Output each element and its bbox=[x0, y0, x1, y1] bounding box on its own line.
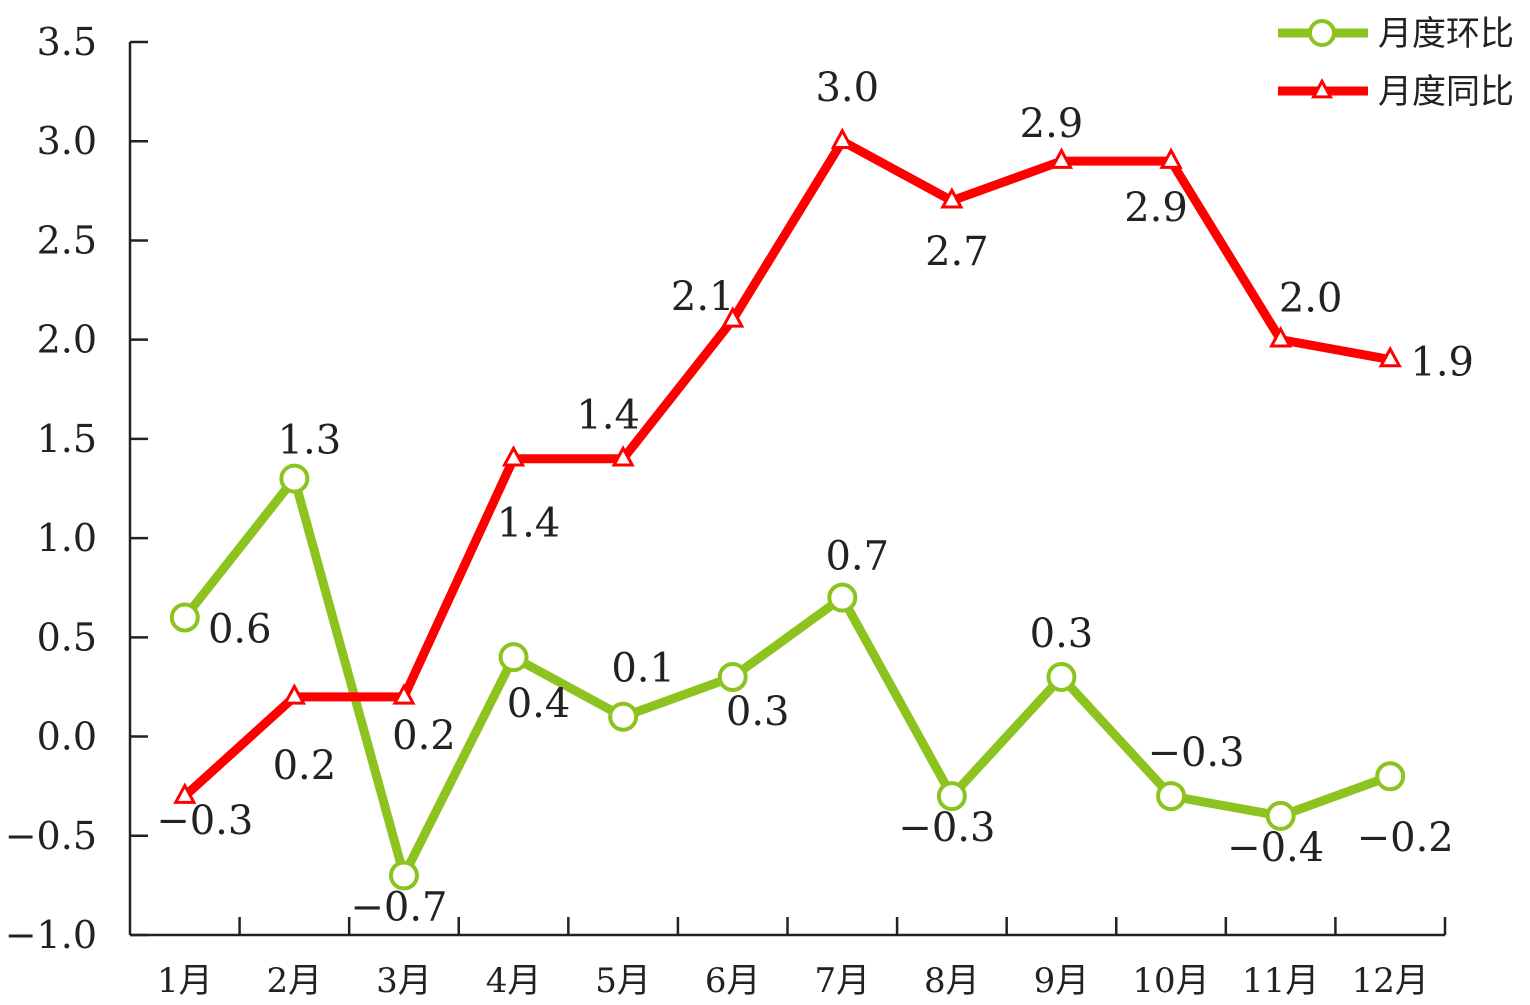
x-tick-label: 4月 bbox=[486, 961, 542, 1001]
y-tick-label: 0.0 bbox=[37, 715, 97, 759]
data-label: 2.9 bbox=[1020, 101, 1084, 147]
triangle-marker bbox=[1378, 345, 1402, 368]
triangle-marker bbox=[721, 306, 745, 328]
circle-marker bbox=[498, 642, 529, 673]
series-line-2 bbox=[181, 135, 1392, 800]
x-tick-label: 8月 bbox=[924, 961, 980, 1001]
x-tick-label: 3月 bbox=[376, 961, 432, 1001]
y-tick-label: 2.0 bbox=[37, 318, 97, 362]
triangle-marker bbox=[611, 445, 635, 467]
x-axis-ticks: 1月 2月 3月 4月 5月 6月 7月 8月 9月 10月 11月 12月 bbox=[157, 917, 1447, 1001]
data-label: 1.4 bbox=[576, 393, 640, 439]
data-label: 1.4 bbox=[497, 501, 561, 547]
data-label: 0.4 bbox=[507, 681, 571, 727]
data-label: 1.9 bbox=[1410, 340, 1474, 386]
series-lines bbox=[181, 135, 1392, 888]
x-tick-label: 6月 bbox=[705, 961, 761, 1001]
data-labels: 0.6 1.3 −0.7 0.4 0.1 0.3 0.7 −0.3 0.3 −0.3 −0.4 −0.… bbox=[156, 65, 1474, 930]
triangle-marker bbox=[173, 782, 197, 804]
series-line-1 bbox=[181, 468, 1392, 888]
data-label: 0.6 bbox=[208, 606, 272, 652]
triangle-marker bbox=[1269, 326, 1293, 348]
triangle-marker bbox=[830, 127, 854, 150]
data-label: 0.2 bbox=[392, 713, 456, 759]
data-label: 0.2 bbox=[273, 743, 337, 789]
y-tick-label: −1.0 bbox=[5, 913, 97, 957]
circle-marker bbox=[717, 662, 748, 693]
y-axis-ticks: −1.0 −0.5 0.0 0.5 1.0 1.5 2.0 2.5 3.0 3.5 bbox=[5, 20, 148, 957]
y-tick-label: −0.5 bbox=[5, 814, 97, 858]
x-tick-label: 9月 bbox=[1034, 961, 1090, 1001]
data-label: 2.1 bbox=[671, 274, 735, 320]
data-label: 0.3 bbox=[726, 689, 790, 735]
x-tick-label: 1月 bbox=[157, 961, 213, 1001]
circle-marker bbox=[1046, 662, 1077, 693]
circle-marker bbox=[388, 860, 419, 891]
circle-marker bbox=[1156, 781, 1187, 812]
y-tick-label: 2.5 bbox=[37, 218, 97, 262]
data-label: −0.7 bbox=[350, 884, 447, 930]
data-label: 0.1 bbox=[611, 646, 675, 692]
data-label: 0.7 bbox=[825, 534, 889, 580]
triangle-marker bbox=[392, 683, 416, 705]
triangle-marker bbox=[501, 445, 526, 467]
data-label: 1.3 bbox=[278, 418, 342, 464]
x-tick-label: 10月 bbox=[1132, 961, 1209, 1001]
data-label: −0.3 bbox=[156, 798, 253, 844]
y-tick-label: 1.0 bbox=[37, 516, 97, 560]
circle-marker bbox=[1265, 800, 1296, 831]
y-tick-label: 0.5 bbox=[37, 615, 97, 659]
circle-marker bbox=[936, 781, 967, 812]
x-tick-label: 12月 bbox=[1352, 961, 1429, 1001]
circle-marker bbox=[169, 602, 200, 633]
triangle-marker bbox=[940, 187, 964, 209]
legend-circle-marker bbox=[1308, 19, 1336, 47]
x-tick-label: 11月 bbox=[1242, 961, 1319, 1001]
data-label: 3.0 bbox=[815, 65, 879, 111]
circle-marker bbox=[279, 463, 310, 494]
chart-axes bbox=[128, 42, 1445, 937]
circle-marker bbox=[1375, 761, 1406, 792]
data-label: 2.0 bbox=[1279, 276, 1343, 322]
series-markers bbox=[169, 127, 1406, 891]
triangle-marker bbox=[1049, 147, 1074, 169]
data-label: −0.2 bbox=[1357, 815, 1454, 861]
data-label: 0.3 bbox=[1030, 611, 1094, 657]
y-tick-label: 3.0 bbox=[37, 119, 97, 163]
data-label: −0.3 bbox=[898, 805, 995, 851]
data-label: −0.4 bbox=[1227, 825, 1324, 871]
circle-marker bbox=[608, 701, 639, 732]
data-label: 2.9 bbox=[1124, 185, 1188, 231]
triangle-marker bbox=[282, 683, 306, 705]
legend-label: 月度环比 bbox=[1378, 14, 1514, 54]
y-tick-label: 1.5 bbox=[37, 417, 97, 461]
triangle-marker bbox=[1159, 147, 1183, 169]
x-tick-label: 2月 bbox=[267, 961, 323, 1001]
x-tick-label: 5月 bbox=[595, 961, 651, 1001]
data-label: 2.7 bbox=[925, 229, 989, 275]
circle-marker bbox=[827, 582, 858, 613]
y-tick-label: 3.5 bbox=[37, 20, 97, 64]
legend-label: 月度同比 bbox=[1378, 72, 1514, 112]
legend-triangle-marker bbox=[1311, 78, 1333, 99]
data-label: −0.3 bbox=[1147, 730, 1244, 776]
x-tick-label: 7月 bbox=[814, 961, 870, 1001]
